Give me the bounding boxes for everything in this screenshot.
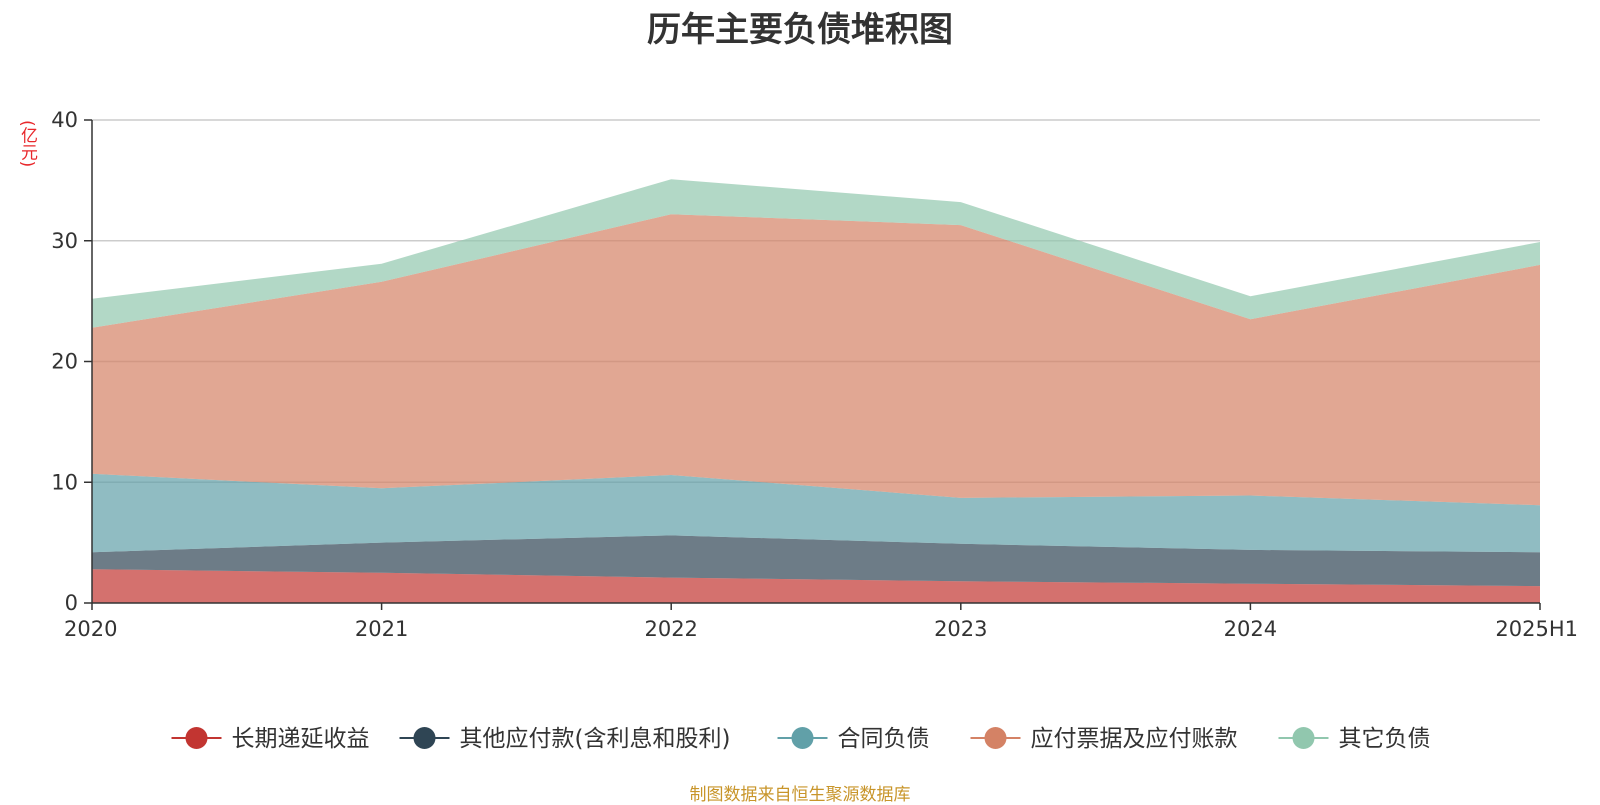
chart-title: 历年主要负债堆积图: [647, 10, 953, 50]
area-series-长期递延收益: [92, 569, 1540, 603]
legend-item-应付票据及应付账款[interactable]: 应付票据及应付账款: [970, 726, 1238, 752]
legend-label: 合同负债: [838, 726, 930, 752]
legend-circle-marker: [791, 727, 814, 749]
legend-item-其他应付款(含利息和股利)[interactable]: 其他应付款(含利息和股利): [399, 726, 731, 752]
x-tick-label: 2021: [355, 617, 408, 641]
x-tick-label: 2024: [1224, 617, 1277, 641]
data-source-note: 制图数据来自恒生聚源数据库: [689, 785, 911, 805]
x-tick-label: 2025H1: [1495, 617, 1578, 641]
area-series-其它负债: [92, 179, 1540, 328]
area-series-应付票据及应付账款: [92, 214, 1540, 506]
legend-item-长期递延收益[interactable]: 长期递延收益: [171, 726, 370, 752]
legend-item-其它负债[interactable]: 其它负债: [1278, 726, 1431, 752]
y-tick-label: 20: [51, 350, 78, 374]
axes: 0 10 20 30 40 2020 2021 2022 2023 2024 2025H1: [51, 108, 1578, 641]
x-tick-label: 2023: [934, 617, 987, 641]
legend-item-合同负债[interactable]: 合同负债: [777, 726, 930, 752]
area-series-其他应付款(含利息和股利): [92, 535, 1540, 587]
legend-circle-marker: [413, 727, 436, 749]
area-series: [92, 179, 1540, 603]
y-tick-label: 0: [65, 591, 78, 615]
y-tick-label: 30: [51, 229, 78, 253]
y-tick-label: 40: [51, 108, 78, 132]
y-tick-label: 10: [51, 470, 78, 494]
x-tick-label: 2022: [644, 617, 697, 641]
legend: 长期递延收益 其他应付款(含利息和股利) 合同负债 应付票据及应付账款 其它负债: [171, 726, 1431, 752]
legend-label: 应付票据及应付账款: [1031, 726, 1238, 752]
y-axis-unit-label: (亿元): [17, 120, 37, 168]
legend-label: 其他应付款(含利息和股利): [460, 726, 731, 752]
area-series-合同负债: [92, 473, 1540, 553]
x-tick-label: 2020: [64, 617, 117, 641]
legend-label: 长期递延收益: [232, 726, 370, 752]
legend-circle-marker: [1292, 727, 1315, 749]
legend-label: 其它负债: [1339, 726, 1431, 752]
legend-circle-marker: [185, 727, 208, 749]
legend-circle-marker: [984, 727, 1007, 749]
